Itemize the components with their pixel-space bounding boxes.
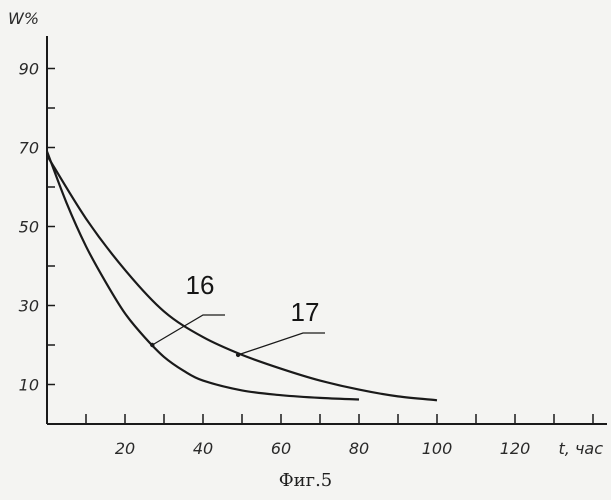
y-tick-label: 70 <box>19 139 39 158</box>
y-axis-label: W% <box>8 9 39 28</box>
y-tick-label: 10 <box>19 376 39 395</box>
y-tick-label: 50 <box>19 218 39 237</box>
figure-caption: Фиг.5 <box>0 470 611 491</box>
callout-label-17: 17 <box>291 297 320 327</box>
x-tick-label: 120 <box>500 439 531 458</box>
chart-series <box>47 151 437 400</box>
chart-callouts: 1617 <box>150 270 325 357</box>
x-tick-label: 40 <box>193 439 213 458</box>
callout-label-16: 16 <box>186 270 215 300</box>
y-tick-label: 90 <box>19 60 39 79</box>
x-tick-label: 60 <box>271 439 291 458</box>
x-axis-label: t, час <box>559 439 604 458</box>
y-tick-label: 30 <box>19 297 39 316</box>
x-tick-label: 80 <box>349 439 369 458</box>
callout-leader-17 <box>238 333 325 355</box>
chart-ticks: 10 30 50 70 90 20 40 60 80 100 120 <box>19 60 593 459</box>
series-line-17 <box>47 155 437 400</box>
x-tick-label: 100 <box>422 439 453 458</box>
x-tick-label: 20 <box>115 439 135 458</box>
chart-axes <box>47 36 607 424</box>
